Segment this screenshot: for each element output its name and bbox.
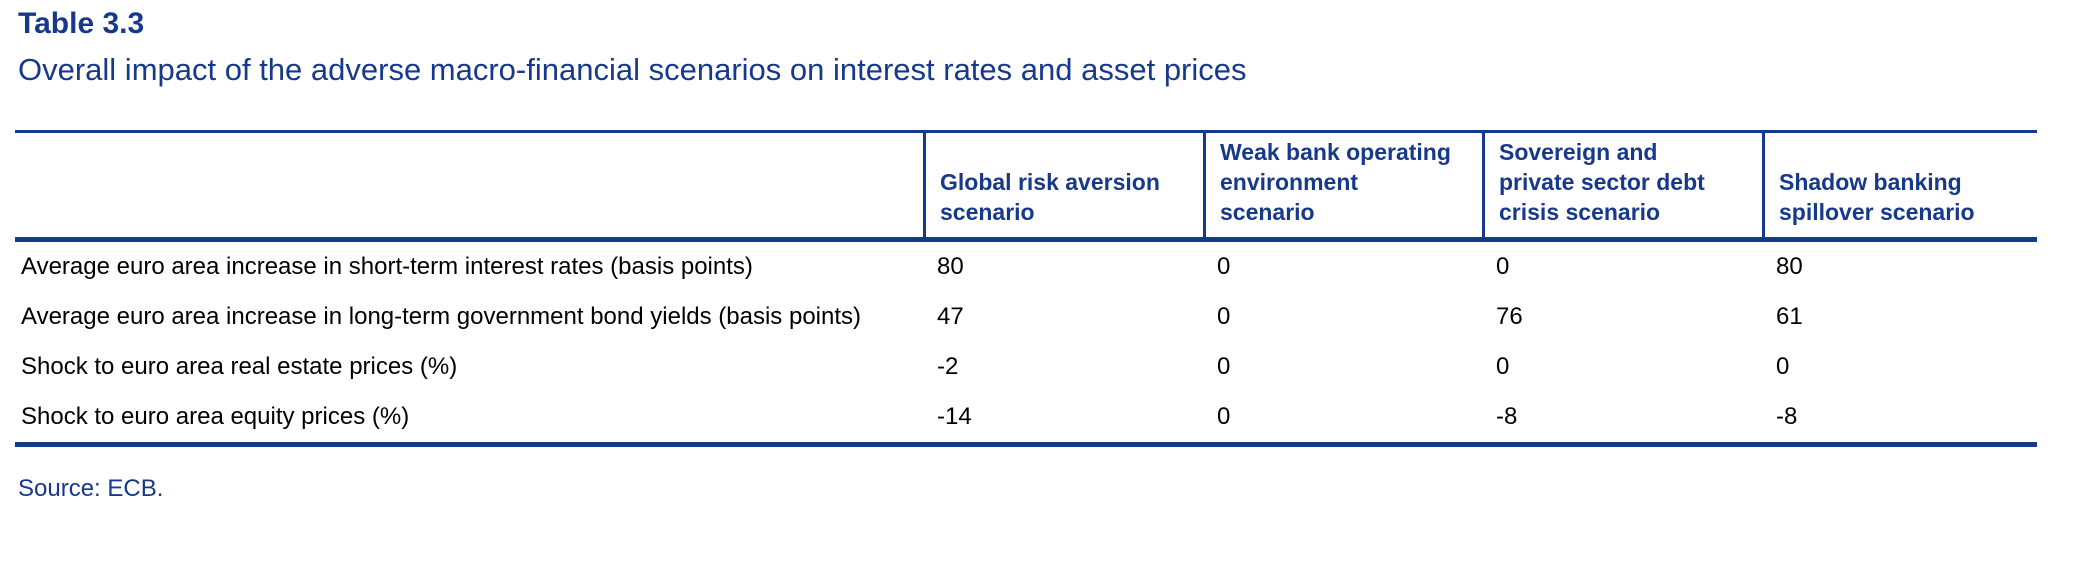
row-label: Shock to euro area real estate prices (%… [21,353,458,380]
column-header-weak-bank-operating: Weak bank operating environment scenario [1203,133,1482,237]
source-note: Source: ECB. [18,475,164,502]
cell-value: -14 [937,403,972,430]
cell-value: 0 [1217,303,1231,330]
table-bottom-rule [15,442,2037,447]
cell-value: 0 [1776,353,1790,380]
column-header-shadow-banking: Shadow banking spillover scenario [1762,133,2037,237]
page-title: Overall impact of the adverse macro-fina… [18,52,1247,87]
cell-value: 80 [1776,253,1803,280]
cell-value: -8 [1496,403,1518,430]
cell-value: 47 [937,303,964,330]
cell-value: 0 [1217,403,1231,430]
row-label: Shock to euro area equity prices (%) [21,403,410,430]
cell-value: -8 [1776,403,1798,430]
table-row: Shock to euro area equity prices (%) -14… [15,392,2037,442]
table-header-row: Global risk aversion scenario Weak bank … [15,130,2037,242]
cell-value: 80 [937,253,964,280]
table-row: Average euro area increase in short-term… [15,242,2037,292]
row-label: Average euro area increase in long-term … [21,303,862,330]
cell-value: 0 [1496,253,1510,280]
table-row: Average euro area increase in long-term … [15,292,2037,342]
column-header-sovereign-debt-crisis: Sovereign and private sector debt crisis… [1482,133,1762,237]
table-row: Shock to euro area real estate prices (%… [15,342,2037,392]
cell-value: 0 [1217,353,1231,380]
document-page: Table 3.3 Overall impact of the adverse … [0,6,2074,562]
column-header-empty [15,133,923,237]
cell-value: 0 [1496,353,1510,380]
scenario-impact-table: Global risk aversion scenario Weak bank … [15,130,2037,447]
table-number: Table 3.3 [18,7,145,40]
cell-value: 61 [1776,303,1803,330]
cell-value: 0 [1217,253,1231,280]
cell-value: -2 [937,353,959,380]
row-label: Average euro area increase in short-term… [21,253,753,280]
column-header-global-risk-aversion: Global risk aversion scenario [923,133,1203,237]
cell-value: 76 [1496,303,1523,330]
